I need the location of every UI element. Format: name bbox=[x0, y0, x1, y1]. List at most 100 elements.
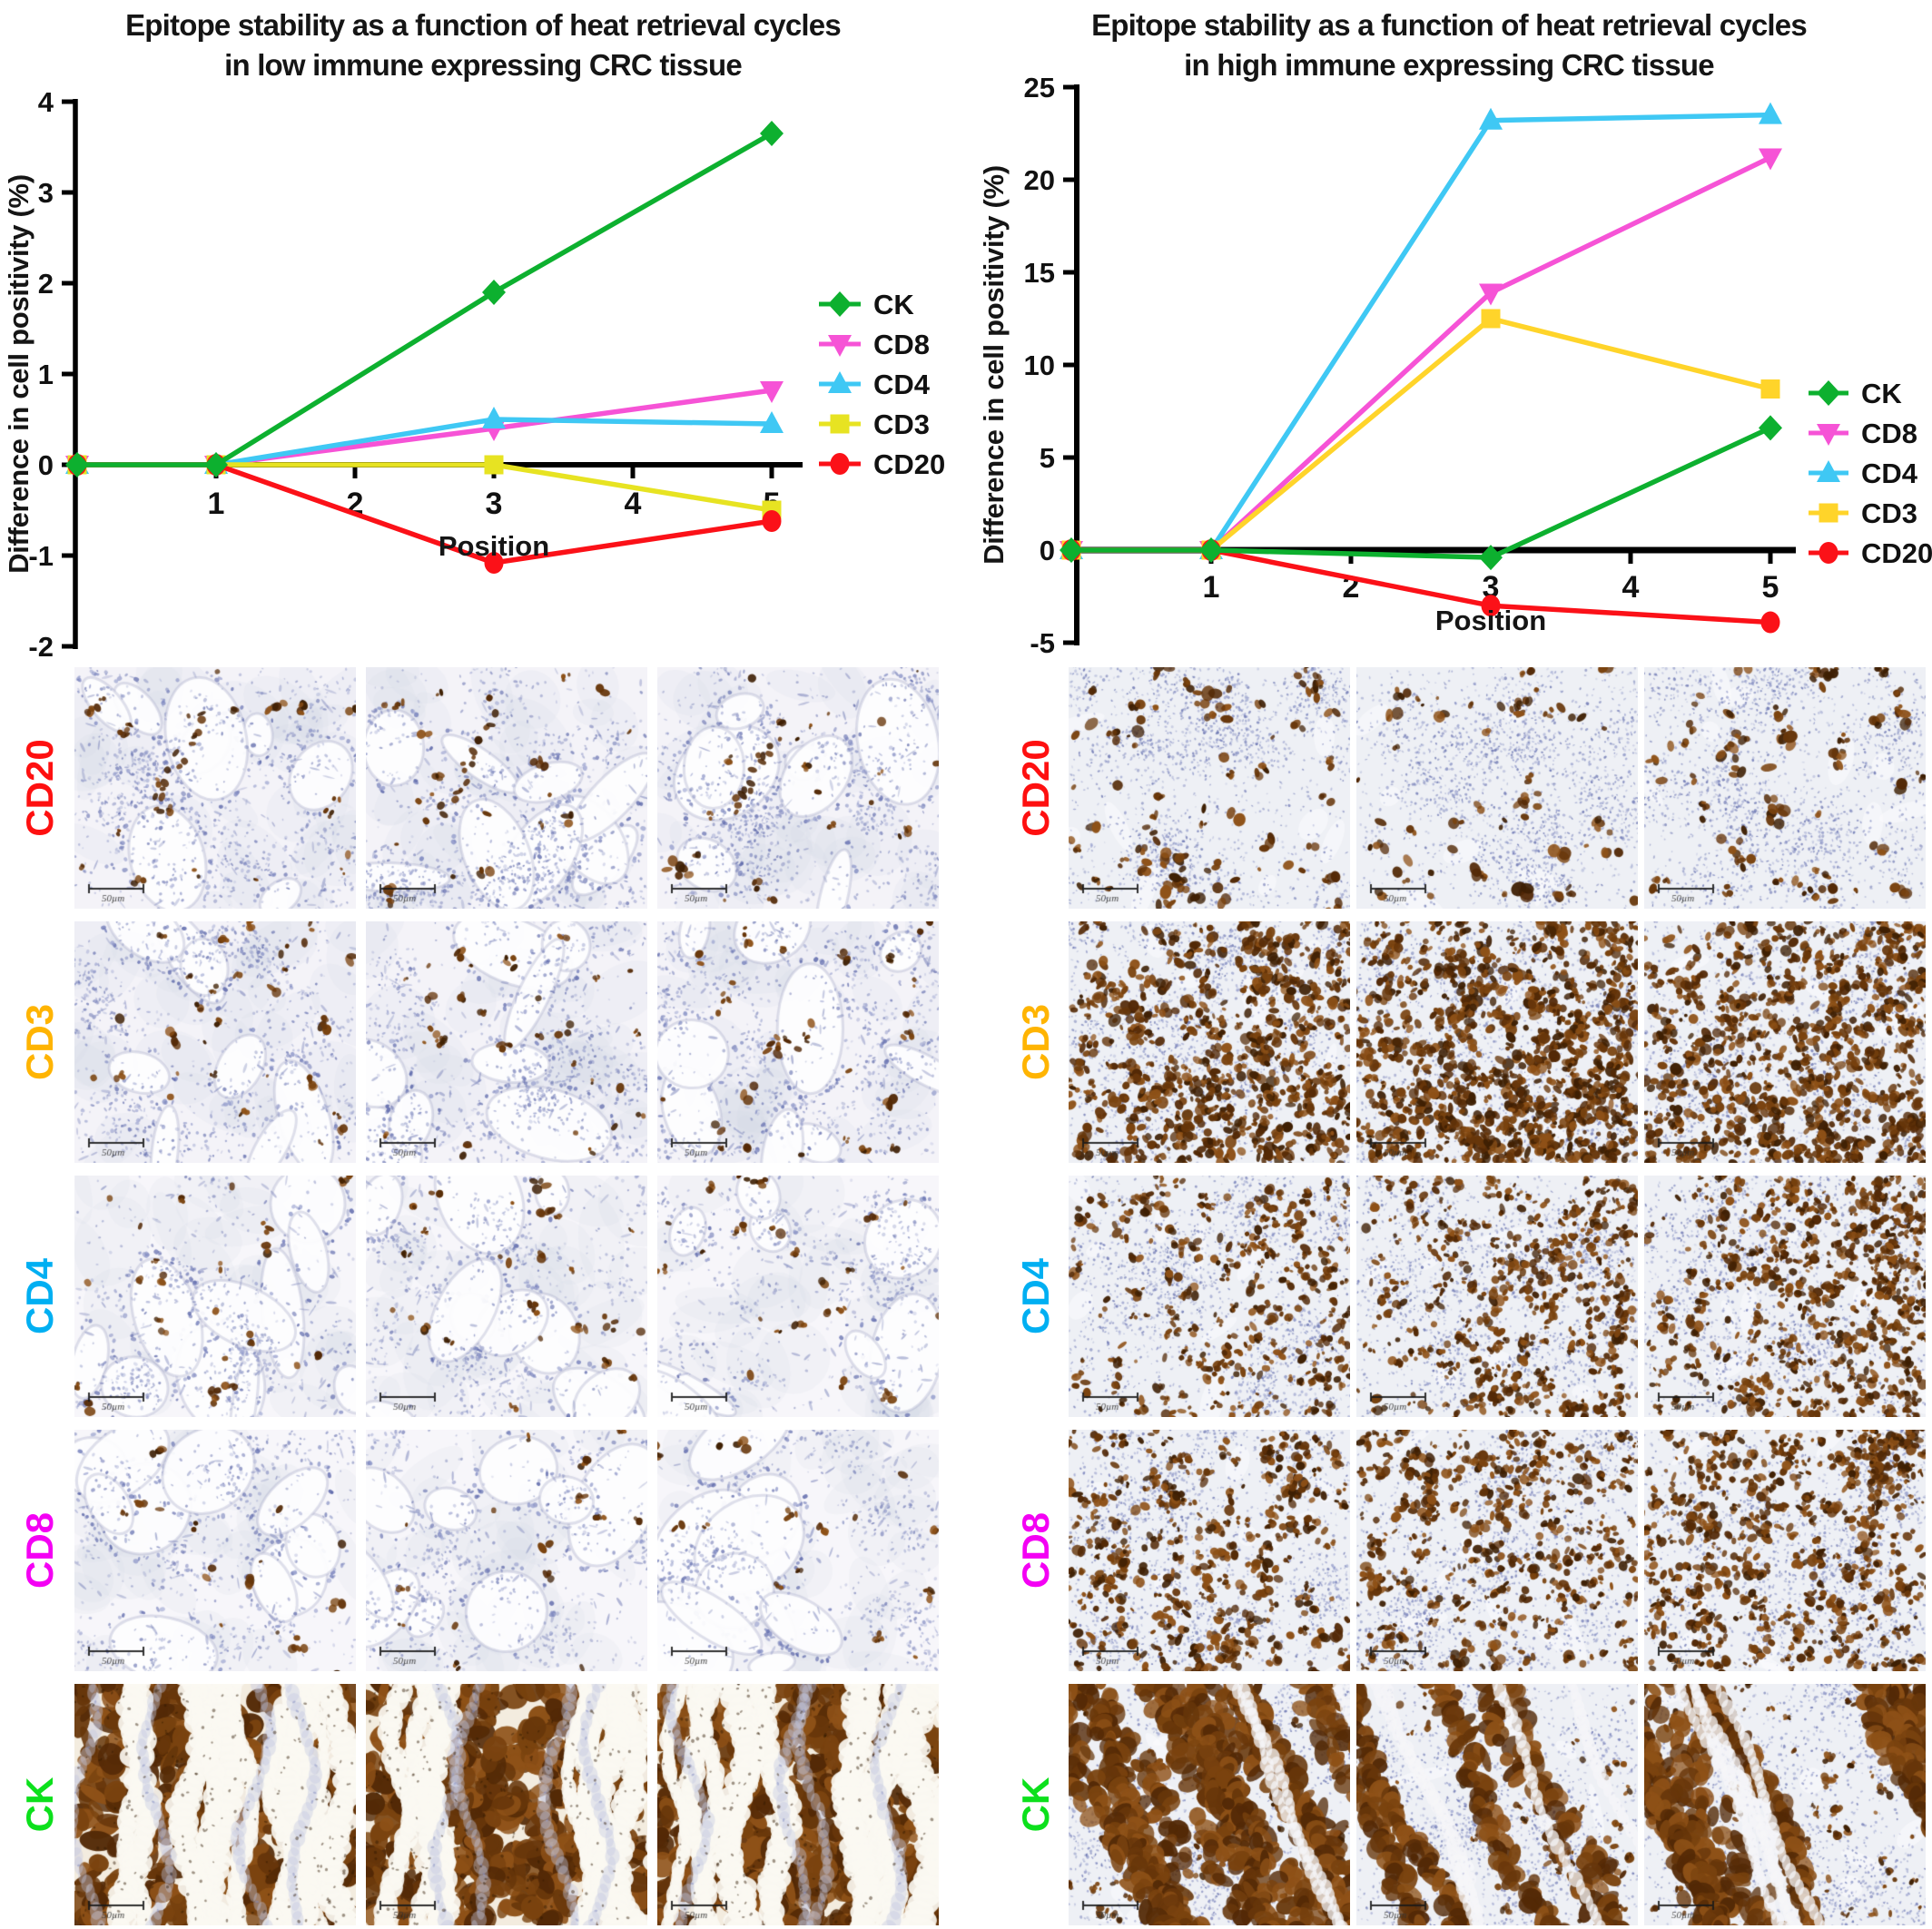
chart-title-low-line1: Epitope stability as a function of heat … bbox=[125, 8, 842, 42]
series-CD8-marker bbox=[1479, 283, 1503, 306]
x-tick-label: 4 bbox=[625, 487, 642, 521]
tissue-image-cd8-col3 bbox=[657, 1430, 939, 1671]
series-CD3-marker bbox=[1760, 379, 1780, 399]
legend-label-CD4: CD4 bbox=[1861, 458, 1918, 489]
row-label-cd4: CD4 bbox=[18, 1257, 61, 1335]
series-CD8-line bbox=[74, 388, 774, 467]
legend-label-CK: CK bbox=[1861, 378, 1902, 409]
tissue-image-ck-col2 bbox=[1356, 1684, 1638, 1925]
tissue-row-ck: CK bbox=[0, 1684, 966, 1925]
series-CD3-line bbox=[74, 462, 774, 513]
legend-marker-CD20 bbox=[830, 453, 850, 475]
series-CK-marker bbox=[760, 121, 784, 146]
tissue-row-cd20: CD20 bbox=[0, 667, 966, 909]
tissue-image-ck-col1 bbox=[1069, 1684, 1350, 1925]
series-CK-line bbox=[1069, 425, 1773, 560]
x-tick-label: 1 bbox=[208, 487, 225, 521]
tissue-image-ck-col2 bbox=[366, 1684, 647, 1925]
series-CD3-marker bbox=[1481, 309, 1501, 329]
chart-title-high-line1: Epitope stability as a function of heat … bbox=[1091, 8, 1808, 42]
tissue-image-cd3-col3 bbox=[1644, 921, 1926, 1163]
y-tick-label: 5 bbox=[1040, 442, 1055, 474]
y-tick-label: 0 bbox=[38, 449, 54, 481]
series-CK-marker bbox=[482, 280, 506, 305]
tissue-image-cd4-col1 bbox=[74, 1176, 356, 1417]
legend-label-CD4: CD4 bbox=[873, 369, 931, 400]
chart-title-low: Epitope stability as a function of heat … bbox=[0, 5, 966, 85]
tissue-image-cd20-col1 bbox=[1069, 667, 1350, 909]
row-label-cd3: CD3 bbox=[1014, 1003, 1057, 1081]
tissue-image-cd20-col3 bbox=[657, 667, 939, 909]
series-CD20-marker bbox=[484, 552, 504, 574]
series-CD20-marker bbox=[1760, 611, 1780, 634]
series-CD4-line bbox=[74, 417, 774, 467]
series-CK-marker bbox=[1759, 415, 1782, 441]
tissue-image-cd3-col2 bbox=[366, 921, 647, 1163]
legend-marker-CD4 bbox=[1817, 460, 1840, 482]
tissue-row-cd8: CD8 bbox=[0, 1430, 966, 1671]
tissue-row-cd3: CD3 bbox=[0, 921, 966, 1163]
x-tick-label: 1 bbox=[1203, 570, 1220, 605]
tissue-image-cd4-col2 bbox=[1356, 1176, 1638, 1417]
row-label-ck: CK bbox=[1014, 1776, 1057, 1833]
tissue-row-ck: CK bbox=[966, 1684, 1932, 1925]
series-CD3-line bbox=[1069, 316, 1773, 553]
tissue-image-cd4-col3 bbox=[1644, 1176, 1926, 1417]
series-CK-marker bbox=[204, 452, 228, 477]
x-tick-label: 5 bbox=[1762, 570, 1779, 605]
series-CD8-line bbox=[1069, 154, 1773, 553]
series-CD4-marker bbox=[1479, 107, 1503, 130]
row-label-cd20: CD20 bbox=[18, 739, 61, 837]
legend-marker-CK bbox=[828, 291, 852, 317]
tissue-image-ck-col3 bbox=[1644, 1684, 1926, 1925]
series-CD4-marker bbox=[1759, 102, 1782, 124]
y-tick-label: 1 bbox=[38, 359, 54, 390]
series-CK-line bbox=[74, 131, 774, 467]
x-axis-label-high: Position bbox=[1434, 605, 1547, 636]
tissue-image-cd8-col1 bbox=[74, 1430, 356, 1671]
legend-marker-CK bbox=[1817, 380, 1840, 406]
tissue-image-cd4-col3 bbox=[657, 1176, 939, 1417]
tissue-image-cd8-col2 bbox=[1356, 1430, 1638, 1671]
y-tick-label: 25 bbox=[1024, 72, 1055, 103]
legend-marker-CD4 bbox=[828, 371, 852, 393]
series-CD20-marker bbox=[1481, 595, 1501, 617]
tissue-image-cd20-col2 bbox=[1356, 667, 1638, 909]
y-tick-label: -2 bbox=[28, 631, 54, 663]
tissue-image-cd8-col3 bbox=[1644, 1430, 1926, 1671]
tissue-image-cd8-col1 bbox=[1069, 1430, 1350, 1671]
tissue-image-cd3-col1 bbox=[1069, 921, 1350, 1163]
tissue-image-cd3-col1 bbox=[74, 921, 356, 1163]
tissue-image-ck-col1 bbox=[74, 1684, 356, 1925]
legend-label-CD3: CD3 bbox=[1861, 497, 1917, 529]
x-tick-label: 4 bbox=[1622, 570, 1640, 605]
legend-label-CD20: CD20 bbox=[873, 448, 945, 480]
tissue-image-ck-col3 bbox=[657, 1684, 939, 1925]
tissue-image-cd20-col3 bbox=[1644, 667, 1926, 909]
legend-marker-CD20 bbox=[1819, 542, 1838, 564]
legend: CK CD8 CD4 CD3 CD20 bbox=[819, 289, 945, 480]
tissue-row-cd3: CD3 bbox=[966, 921, 1932, 1163]
chart-title-high-line2: in high immune expressing CRC tissue bbox=[1184, 48, 1714, 83]
legend-label-CK: CK bbox=[873, 289, 914, 320]
series-CK-marker bbox=[65, 452, 89, 477]
chart-title-high: Epitope stability as a function of heat … bbox=[966, 5, 1932, 85]
series-CD20-line bbox=[1069, 547, 1773, 625]
legend-marker-CD3 bbox=[830, 414, 850, 434]
row-label-ck: CK bbox=[18, 1776, 61, 1833]
series-CD3-marker bbox=[484, 455, 504, 475]
row-label-cd8: CD8 bbox=[1014, 1511, 1057, 1589]
tissue-image-cd4-col2 bbox=[366, 1176, 647, 1417]
legend-marker-CD8 bbox=[828, 335, 852, 357]
legend-label-CD20: CD20 bbox=[1861, 537, 1932, 569]
series-CD20-marker bbox=[762, 510, 782, 532]
y-tick-label: 2 bbox=[38, 268, 54, 300]
legend-marker-CD8 bbox=[1817, 424, 1840, 446]
series-CD4-marker bbox=[482, 407, 506, 428]
y-tick-label: 3 bbox=[38, 177, 54, 209]
tissue-row-cd20: CD20 bbox=[966, 667, 1932, 909]
tissue-image-cd20-col2 bbox=[366, 667, 647, 909]
series-CD8-marker bbox=[760, 381, 784, 403]
series-CK-marker bbox=[1060, 537, 1083, 563]
row-label-cd20: CD20 bbox=[1014, 739, 1057, 837]
